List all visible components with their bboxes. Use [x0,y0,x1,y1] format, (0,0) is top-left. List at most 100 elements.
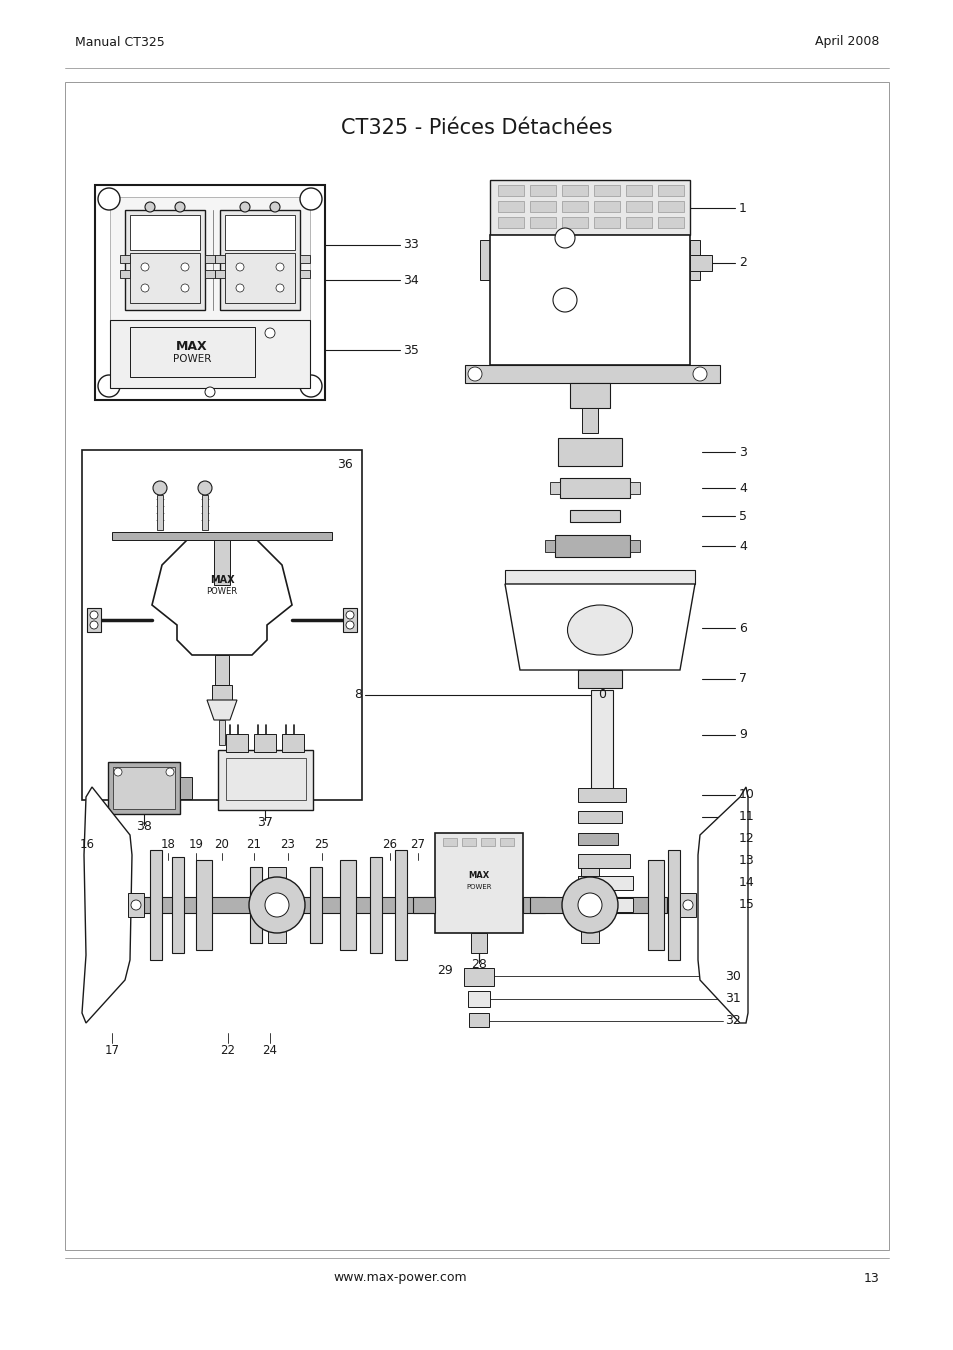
Bar [125,211,205,310]
Circle shape [682,900,692,910]
Bar [130,215,200,250]
Text: POWER: POWER [206,587,237,597]
Bar [612,896,666,913]
Circle shape [692,367,706,381]
Text: 4: 4 [739,540,746,552]
Text: MAX: MAX [468,871,489,880]
Text: MAX: MAX [210,575,234,585]
Text: 3: 3 [739,446,746,459]
Bar [150,850,162,960]
Circle shape [275,263,284,271]
Bar [463,968,494,986]
Bar [110,320,310,387]
Text: 21: 21 [246,838,261,852]
Text: 24: 24 [262,1044,277,1057]
Bar [87,608,101,632]
Text: CT325 - Piéces Détachées: CT325 - Piéces Détachées [341,117,612,138]
Bar [561,217,587,228]
Bar [219,720,225,745]
Bar [226,757,306,801]
Circle shape [235,284,244,292]
Bar [214,270,225,278]
Text: 29: 29 [436,964,453,976]
Bar [250,867,262,944]
Bar [339,860,355,950]
Bar [490,235,689,364]
Circle shape [98,188,120,211]
Bar [282,734,304,752]
Text: 33: 33 [402,239,418,251]
Bar [299,270,310,278]
Bar [130,327,254,377]
Bar [679,892,696,917]
Circle shape [299,375,322,397]
Circle shape [181,284,189,292]
Bar [497,217,523,228]
Bar [594,185,619,196]
Bar [658,185,683,196]
Text: 36: 36 [336,459,353,471]
Text: 18: 18 [160,838,175,852]
Bar [202,495,208,531]
Bar [590,690,613,790]
Bar [225,252,294,302]
Bar [225,215,294,250]
Bar [667,850,679,960]
Bar [110,197,310,387]
Bar [479,240,490,279]
Text: 1: 1 [739,201,746,215]
Bar [578,898,633,913]
Bar [144,896,414,913]
Circle shape [141,284,149,292]
Text: 25: 25 [314,838,329,852]
Circle shape [145,202,154,212]
Bar [504,570,695,585]
Circle shape [240,202,250,212]
Bar [629,482,639,494]
Bar [157,495,163,531]
Bar [395,850,407,960]
Bar [497,185,523,196]
Polygon shape [82,787,132,1023]
Circle shape [561,878,618,933]
Bar [689,255,711,271]
Bar [625,217,651,228]
Bar [253,734,275,752]
Bar [530,896,584,913]
Bar [414,896,463,913]
Bar [490,180,689,235]
Text: MAX: MAX [176,340,208,354]
Bar [212,684,232,701]
Bar [569,510,619,522]
Bar [226,734,248,752]
Circle shape [166,768,173,776]
Circle shape [265,892,289,917]
Bar [658,217,683,228]
Bar [581,408,598,433]
Text: 5: 5 [739,509,746,522]
Bar [530,201,556,212]
Bar [268,867,286,944]
Circle shape [553,288,577,312]
Circle shape [131,900,141,910]
Text: POWER: POWER [466,884,491,890]
Circle shape [152,481,167,495]
Circle shape [275,284,284,292]
Bar [172,857,184,953]
Polygon shape [698,787,747,1023]
Text: 34: 34 [402,274,418,286]
Polygon shape [504,585,695,670]
Bar [499,838,514,846]
Bar [625,201,651,212]
Text: Manual CT325: Manual CT325 [75,35,165,49]
Bar [310,867,322,944]
Text: 0: 0 [598,688,605,702]
Bar [480,838,495,846]
Bar [442,838,456,846]
Circle shape [90,621,98,629]
Bar [569,383,609,408]
Bar [413,896,435,913]
Bar [370,857,381,953]
Bar [435,833,522,933]
Bar [530,217,556,228]
